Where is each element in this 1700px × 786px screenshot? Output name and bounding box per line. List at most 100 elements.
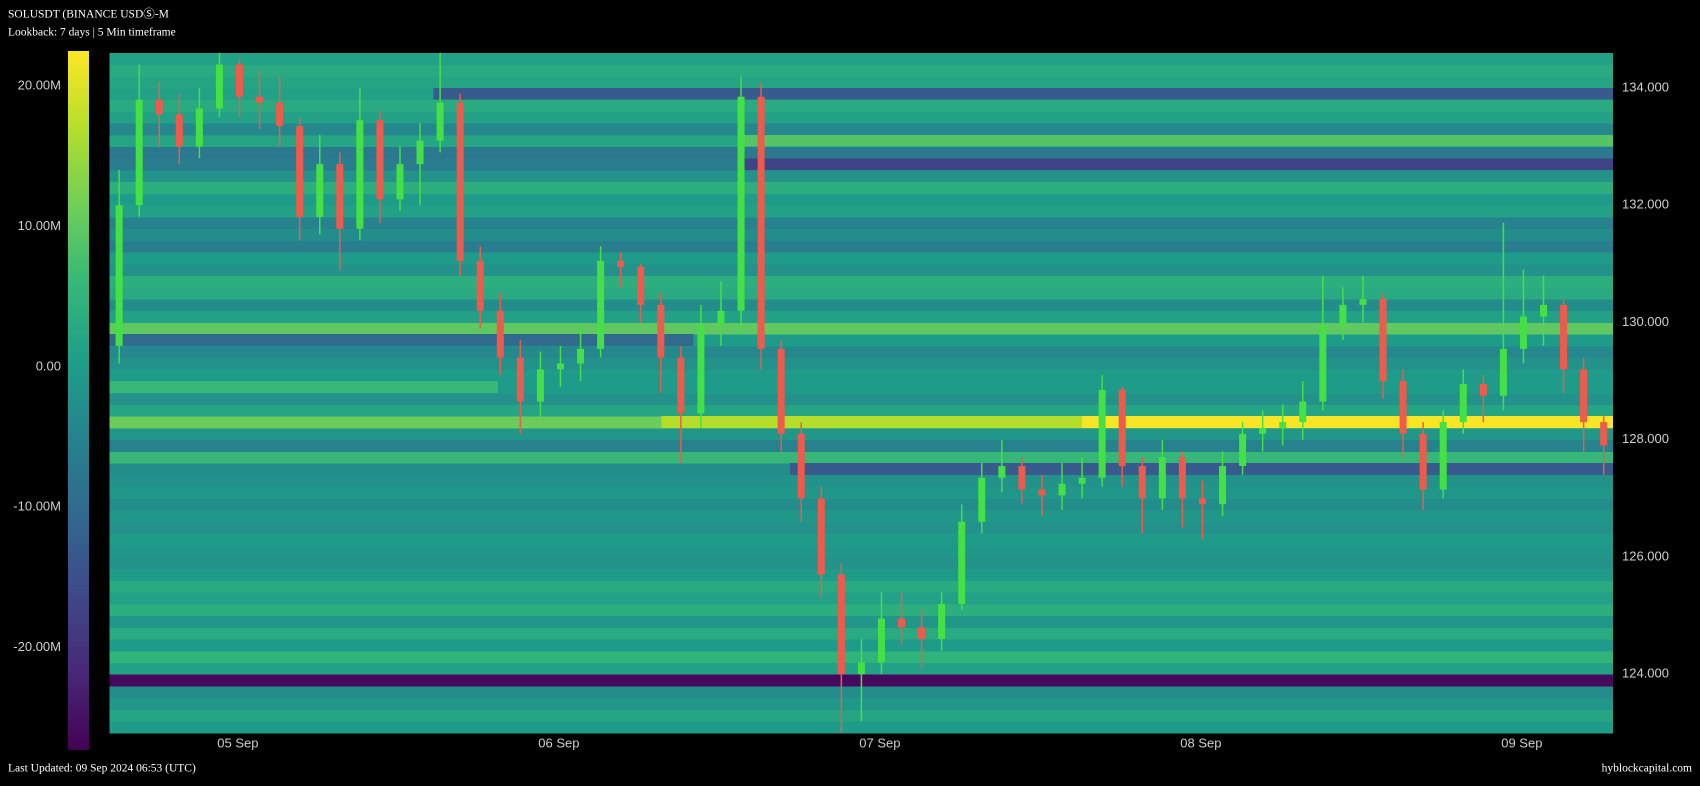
candle-body — [155, 99, 163, 115]
candle-body — [476, 260, 484, 311]
heat-band — [109, 99, 1613, 112]
candle-body — [1198, 498, 1206, 505]
candle-body — [1038, 489, 1046, 496]
y-tick-label: 134.000 — [1622, 79, 1669, 94]
candle-body — [1459, 383, 1467, 423]
candle-body — [797, 433, 805, 499]
heat-band — [109, 439, 1613, 452]
candle-body — [1098, 389, 1106, 478]
candle-body — [456, 102, 464, 261]
heat-band — [109, 240, 1613, 253]
candle-body — [657, 304, 665, 358]
heat-band — [109, 556, 1613, 570]
candle-body — [1219, 466, 1227, 505]
candle-body — [1479, 383, 1487, 396]
candle-body — [1018, 466, 1026, 490]
candle-body — [898, 618, 906, 628]
heat-band — [109, 521, 1613, 534]
heat-band — [109, 252, 1613, 265]
candle-body — [215, 64, 223, 109]
candle-body — [1239, 433, 1247, 467]
heat-band — [109, 427, 1613, 441]
heat-band — [109, 275, 1613, 288]
candle-body — [235, 64, 243, 97]
heat-band — [109, 404, 1613, 417]
candle-body — [1058, 483, 1066, 496]
candle-body — [195, 108, 203, 147]
candle-body — [1118, 389, 1126, 467]
candle-body — [1540, 304, 1548, 317]
heat-band — [109, 580, 1613, 593]
candle-body — [958, 521, 966, 604]
candle-body — [1519, 316, 1527, 349]
candle-body — [1399, 381, 1407, 434]
candle-body — [436, 102, 444, 141]
candle-body — [556, 363, 564, 370]
heatmap — [109, 52, 1613, 734]
candle-body — [496, 310, 504, 358]
heat-band — [109, 64, 1613, 77]
candle-body — [697, 325, 705, 414]
candle-body — [296, 126, 304, 217]
candle-body — [857, 662, 865, 675]
heat-band — [109, 369, 1613, 382]
candle-body — [115, 205, 123, 346]
candle-body — [336, 164, 344, 229]
heat-band — [109, 263, 1613, 277]
colorbar-tick-label: 0.00 — [36, 358, 61, 373]
heat-band — [109, 181, 1613, 194]
candle-body — [376, 120, 384, 200]
candle-body — [1319, 325, 1327, 402]
candle-body — [1158, 457, 1166, 499]
heat-segment — [109, 334, 694, 346]
candle-body — [1359, 298, 1367, 305]
heat-segment — [109, 381, 498, 393]
heat-band — [109, 322, 1613, 335]
candle-body — [1078, 477, 1086, 484]
candle-body — [918, 627, 926, 640]
heat-segment — [1082, 416, 1613, 428]
candle-body — [276, 102, 284, 127]
candle-body — [877, 618, 885, 663]
x-tick-label: 05 Sep — [217, 735, 258, 750]
candle-body — [1138, 466, 1146, 499]
candle-body — [577, 348, 585, 364]
candle-body — [416, 140, 424, 165]
heat-band — [109, 298, 1613, 312]
candle-body — [175, 114, 183, 147]
heat-band — [109, 592, 1613, 605]
candle-body — [1339, 304, 1347, 326]
heat-band — [109, 451, 1613, 464]
colorbar-tick-label: -20.00M — [13, 639, 61, 654]
chart-title: SOLUSDT (BINANCE USDⓈ-M — [8, 8, 169, 21]
candle-body — [1279, 422, 1287, 428]
candle-body — [837, 574, 845, 675]
heat-band — [109, 76, 1613, 89]
candle-body — [1419, 433, 1427, 490]
candle-body — [516, 357, 524, 402]
heat-segment — [741, 134, 1613, 147]
heat-band — [109, 498, 1613, 511]
heat-band — [109, 345, 1613, 359]
candle-body — [717, 310, 725, 326]
heat-segment — [741, 158, 1613, 171]
candle-body — [677, 357, 685, 414]
y-tick-label: 126.000 — [1622, 548, 1669, 563]
heat-segment — [433, 87, 1613, 100]
heat-band — [109, 111, 1613, 124]
candle-body — [737, 96, 745, 311]
candle-body — [1580, 369, 1588, 423]
heat-band — [109, 545, 1613, 558]
y-tick-label: 132.000 — [1622, 197, 1669, 212]
x-tick-label: 08 Sep — [1180, 735, 1221, 750]
heat-band — [109, 357, 1613, 370]
heat-band — [109, 627, 1613, 640]
candle-body — [135, 99, 143, 206]
x-tick-label: 09 Sep — [1501, 735, 1542, 750]
colorbar-tick-label: 20.00M — [18, 78, 61, 93]
candle-body — [938, 603, 946, 640]
candle-body — [1299, 401, 1307, 423]
candle-body — [536, 369, 544, 402]
heat-band — [109, 193, 1613, 206]
